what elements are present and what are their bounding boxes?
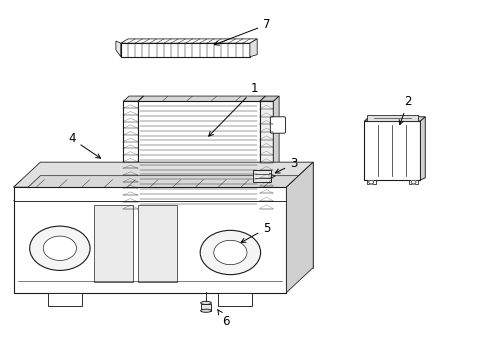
Polygon shape bbox=[14, 176, 313, 201]
Polygon shape bbox=[260, 102, 273, 208]
Bar bbox=[409, 180, 418, 184]
Polygon shape bbox=[138, 102, 260, 208]
Circle shape bbox=[214, 240, 247, 265]
Bar bbox=[201, 304, 211, 311]
Polygon shape bbox=[121, 43, 250, 57]
Circle shape bbox=[43, 236, 76, 260]
Bar bbox=[253, 170, 271, 182]
Ellipse shape bbox=[215, 250, 224, 255]
Polygon shape bbox=[273, 96, 279, 208]
Ellipse shape bbox=[201, 301, 211, 305]
Polygon shape bbox=[287, 162, 313, 293]
Polygon shape bbox=[123, 102, 138, 208]
Polygon shape bbox=[121, 39, 257, 43]
Polygon shape bbox=[287, 162, 313, 293]
Circle shape bbox=[200, 230, 261, 275]
Polygon shape bbox=[365, 121, 420, 180]
Text: 4: 4 bbox=[68, 132, 100, 158]
Text: 1: 1 bbox=[209, 82, 259, 136]
Text: 2: 2 bbox=[399, 95, 412, 125]
Bar bbox=[367, 115, 418, 121]
Polygon shape bbox=[138, 96, 266, 102]
Polygon shape bbox=[365, 117, 425, 121]
Text: 6: 6 bbox=[218, 310, 229, 328]
Text: 3: 3 bbox=[275, 157, 297, 173]
Bar bbox=[218, 293, 252, 306]
Circle shape bbox=[30, 226, 90, 270]
Circle shape bbox=[369, 180, 374, 184]
Ellipse shape bbox=[212, 248, 227, 256]
Bar bbox=[48, 293, 82, 306]
Ellipse shape bbox=[201, 309, 211, 312]
FancyBboxPatch shape bbox=[270, 117, 286, 133]
Polygon shape bbox=[250, 39, 257, 57]
Polygon shape bbox=[94, 205, 133, 282]
Text: 5: 5 bbox=[241, 222, 270, 242]
Polygon shape bbox=[14, 187, 287, 293]
Polygon shape bbox=[123, 96, 144, 102]
Text: 7: 7 bbox=[215, 18, 270, 45]
Polygon shape bbox=[14, 162, 313, 187]
Bar bbox=[367, 180, 375, 184]
Polygon shape bbox=[40, 162, 313, 267]
Polygon shape bbox=[420, 117, 425, 180]
Circle shape bbox=[411, 180, 416, 184]
Polygon shape bbox=[260, 96, 279, 102]
Polygon shape bbox=[138, 205, 177, 282]
FancyBboxPatch shape bbox=[270, 170, 286, 187]
Polygon shape bbox=[116, 41, 121, 57]
